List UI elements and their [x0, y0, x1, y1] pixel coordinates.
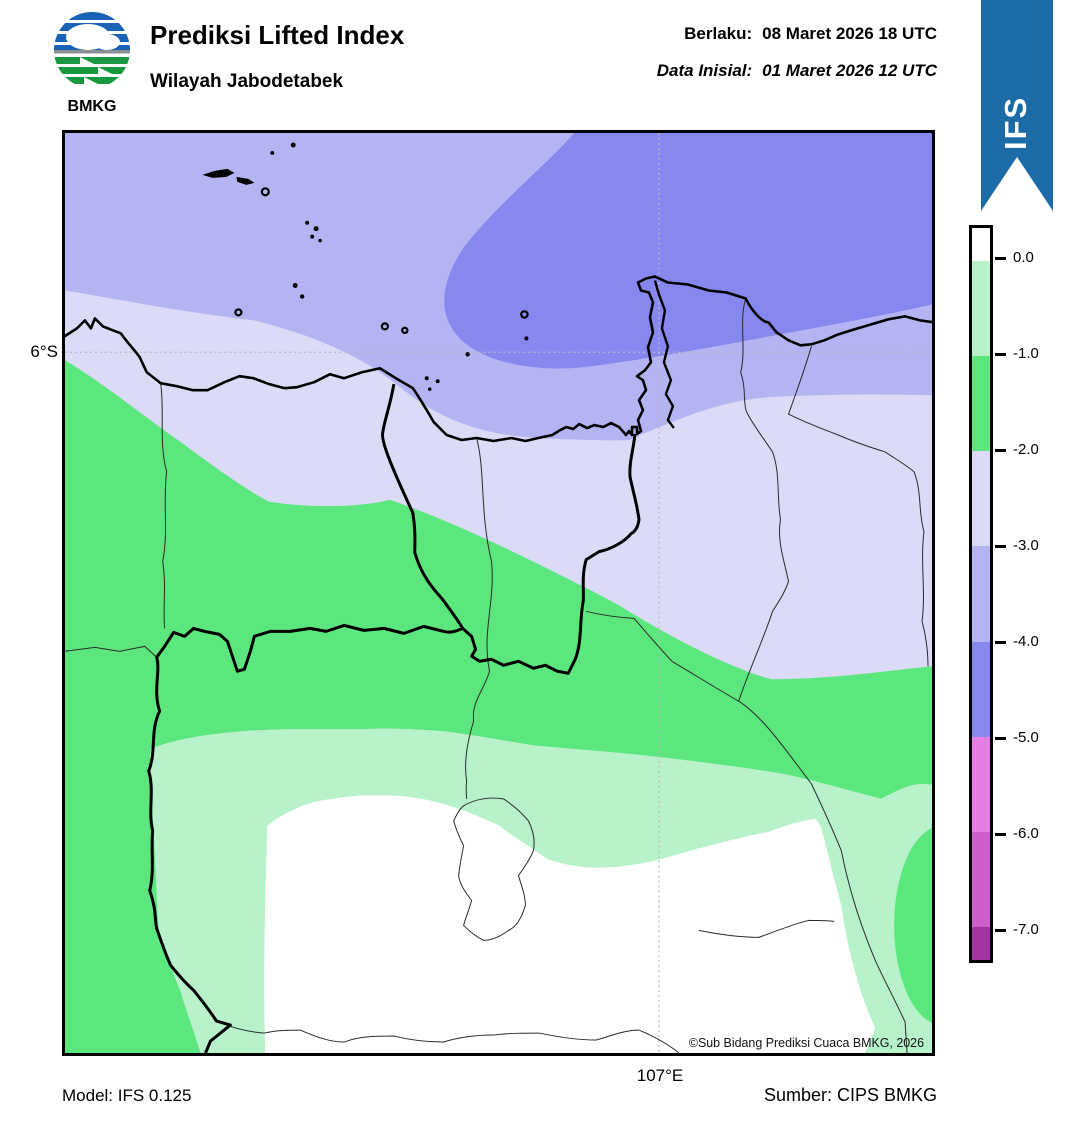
colorbar-tick-label: -5.0	[1013, 729, 1039, 746]
colorbar	[969, 225, 993, 963]
colorbar-segment	[972, 641, 990, 737]
page-subtitle: Wilayah Jabodetabek	[150, 71, 344, 92]
colorbar-tick-label: -1.0	[1013, 345, 1039, 362]
init-time-row: Data Inisial: 01 Maret 2026 12 UTC	[657, 61, 937, 81]
colorbar-tick	[995, 929, 1006, 932]
colorbar-tick	[995, 449, 1006, 452]
colorbar-segment	[972, 228, 990, 261]
copyright-note: ©Sub Bidang Prediksi Cuaca BMKG, 2026	[689, 1036, 924, 1050]
lon-tick-label: 107°E	[636, 1066, 684, 1085]
colorbar-tick	[995, 353, 1006, 356]
colorbar-tick	[995, 545, 1006, 548]
bmkg-logo-emblem	[54, 12, 130, 88]
bmkg-logo: BMKG	[54, 12, 130, 115]
valid-time-row: Berlaku: 08 Maret 2026 18 UTC	[657, 24, 937, 44]
contour-fill-white	[264, 795, 876, 1053]
model-note: Model: IFS 0.125	[62, 1086, 192, 1105]
bmkg-logo-text: BMKG	[68, 98, 117, 115]
ribbon-label: IFS	[998, 96, 1033, 150]
colorbar-segment	[972, 832, 990, 928]
colorbar-tick-label: 0.0	[1013, 249, 1034, 266]
coastline	[62, 275, 935, 443]
colorbar-tick-label: -2.0	[1013, 441, 1039, 458]
map-frame: ©Sub Bidang Prediksi Cuaca BMKG, 2026	[62, 130, 990, 1056]
admin-boundaries-thin	[64, 298, 929, 1054]
source-note: Sumber: CIPS BMKG	[763, 1085, 937, 1105]
ribbon-banner-shape	[981, 0, 1053, 211]
contour-fill-blue	[444, 133, 932, 369]
colorbar-segments	[972, 228, 990, 960]
islands	[202, 142, 529, 391]
admin-boundaries-thick	[147, 383, 641, 1054]
init-time-label: Data Inisial:	[656, 61, 753, 80]
colorbar-tick-label: -7.0	[1013, 921, 1039, 938]
colorbar-tick-label: -4.0	[1013, 633, 1039, 650]
colorbar-tick	[995, 257, 1006, 260]
page-title: Prediksi Lifted Index	[150, 20, 405, 50]
colorbar-tick	[995, 737, 1006, 740]
model-ribbon: IFS	[981, 0, 1053, 211]
colorbar-segment	[972, 451, 990, 547]
colorbar-segment	[972, 736, 990, 833]
init-time-value: 01 Maret 2026 12 UTC	[762, 61, 937, 80]
colorbar-tick-label: -6.0	[1013, 825, 1039, 842]
valid-time-label: Berlaku:	[684, 24, 753, 43]
lat-tick-label: 6°S	[30, 342, 58, 361]
colorbar-segment	[972, 355, 990, 452]
valid-time-value: 08 Maret 2026 18 UTC	[762, 24, 937, 43]
colorbar-segment	[972, 260, 990, 356]
colorbar-tick-label: -3.0	[1013, 537, 1039, 554]
contour-fill-green	[65, 360, 932, 1054]
colorbar-segment	[972, 927, 990, 960]
colorbar-segment	[972, 546, 990, 642]
forecast-info: Berlaku: 08 Maret 2026 18 UTC Data Inisia…	[657, 24, 937, 98]
map-canvas: ©Sub Bidang Prediksi Cuaca BMKG, 2026	[62, 133, 990, 1054]
coastline-river-inlet	[653, 280, 675, 429]
colorbar-tick	[995, 833, 1006, 836]
colorbar-tick	[995, 641, 1006, 644]
islands-rings	[234, 187, 529, 335]
